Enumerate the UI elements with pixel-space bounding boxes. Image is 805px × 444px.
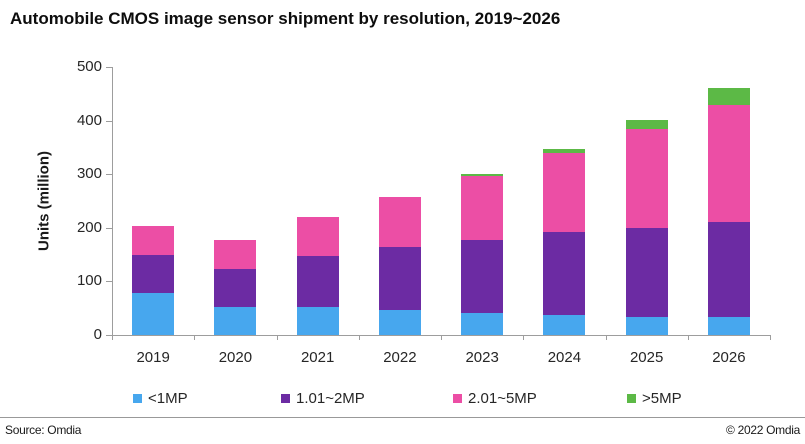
y-axis-tick-mark (106, 120, 112, 122)
x-axis-tick-mark (112, 336, 113, 340)
bar-segment-1012mp (378, 246, 421, 310)
x-axis-tick-mark (194, 336, 196, 340)
bar-segment-1012mp (214, 269, 257, 307)
y-axis-tick-mark (106, 67, 112, 68)
y-axis-tick-label: 400 (76, 111, 102, 129)
x-axis-category-label: 2019 (136, 349, 170, 366)
bar-segment-5mp (707, 88, 750, 106)
legend-label: >5MP (642, 389, 682, 407)
y-axis-tick-mark (106, 335, 112, 336)
footer-divider (0, 417, 805, 418)
bar-segment-2015mp (461, 176, 504, 240)
bar-segment-2015mp (214, 239, 257, 270)
y-axis-tick-label: 100 (76, 272, 102, 290)
x-axis-category-label: 2021 (300, 349, 335, 366)
y-axis-tick-label: 0 (93, 326, 102, 343)
bar-segment-2015mp (378, 196, 421, 247)
legend-item: >5MP (627, 389, 682, 407)
plot-area (112, 67, 771, 336)
bar-segment-5mp (461, 174, 504, 177)
x-axis-tick-mark (276, 336, 278, 340)
bar-segment-1012mp (625, 228, 668, 317)
legend-label: <1MP (148, 389, 188, 407)
y-axis-tick-mark (106, 174, 112, 176)
bar-segment-1mp (625, 316, 668, 335)
bar-segment-1012mp (132, 254, 175, 294)
legend-item: 1.01~2MP (281, 389, 365, 407)
legend-swatch-icon (281, 393, 290, 403)
bar-segment-1mp (132, 293, 175, 335)
x-axis-category-label: 2022 (383, 349, 417, 366)
legend-label: 1.01~2MP (296, 389, 365, 407)
bar-segment-1mp (543, 315, 586, 335)
bar-segment-5mp (543, 149, 586, 154)
bar-segment-2015mp (132, 226, 175, 255)
bar-segment-2015mp (543, 153, 586, 233)
x-axis-tick-mark (523, 336, 525, 340)
x-axis-tick-mark (605, 336, 607, 340)
y-axis-title: Units (million) (35, 151, 53, 251)
bar-segment-1mp (296, 307, 339, 335)
legend-item: 2.01~5MP (453, 389, 537, 407)
x-axis-category-label: 2024 (547, 349, 582, 366)
bar-segment-2015mp (625, 128, 668, 229)
bar-segment-1mp (214, 306, 257, 335)
x-axis-tick-mark (770, 336, 771, 340)
bar-segment-2015mp (296, 217, 339, 257)
bar-segment-1mp (378, 309, 421, 335)
bar-segment-1012mp (461, 239, 504, 313)
bar-segment-1012mp (296, 256, 339, 308)
y-axis-tick-mark (106, 227, 112, 229)
bar-segment-1mp (707, 316, 750, 335)
x-axis-tick-mark (687, 336, 689, 340)
x-axis-tick-mark (441, 336, 442, 340)
legend-item: <1MP (133, 389, 188, 407)
source-credit: Source: Omdia (5, 423, 82, 437)
legend-swatch-icon (627, 393, 636, 403)
bar-segment-5mp (625, 119, 668, 129)
x-axis-category-label: 2025 (629, 349, 664, 366)
x-axis-category-label: 2020 (218, 349, 253, 366)
y-axis-tick-label: 500 (76, 58, 102, 75)
bar-segment-2015mp (707, 105, 750, 222)
y-axis-tick-mark (106, 281, 112, 283)
x-axis-tick-mark (358, 336, 360, 340)
y-axis-tick-label: 300 (76, 165, 102, 183)
y-axis-tick-label: 200 (76, 218, 102, 236)
chart-title: Automobile CMOS image sensor shipment by… (10, 9, 561, 28)
copyright-notice: © 2022 Omdia (726, 423, 800, 437)
x-axis-category-label: 2023 (465, 349, 499, 366)
x-axis-category-label: 2026 (712, 349, 746, 366)
legend-swatch-icon (453, 393, 462, 403)
legend-label: 2.01~5MP (468, 389, 537, 407)
bar-segment-1012mp (707, 221, 750, 317)
legend-swatch-icon (133, 393, 142, 403)
bar-segment-1012mp (543, 232, 586, 316)
bar-segment-1mp (461, 313, 504, 335)
